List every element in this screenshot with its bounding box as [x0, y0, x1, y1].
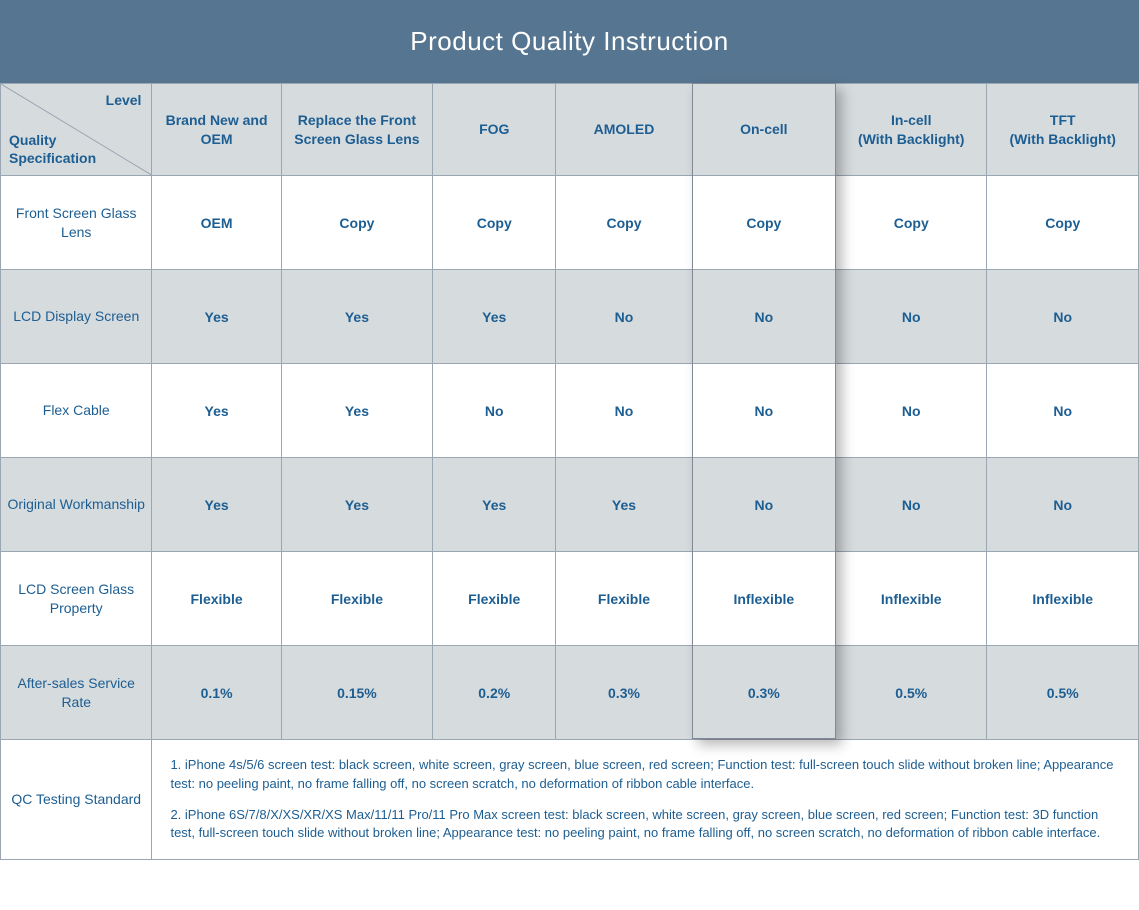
cell-value: Copy: [987, 176, 1139, 270]
cell-value: No: [692, 458, 835, 552]
row-header: LCD Screen Glass Property: [1, 552, 152, 646]
cell-value: Yes: [152, 270, 281, 364]
cell-value: Yes: [281, 270, 432, 364]
row-header: Front Screen Glass Lens: [1, 176, 152, 270]
cell-value: Flexible: [433, 552, 556, 646]
cell-value: Yes: [152, 364, 281, 458]
row-header: LCD Display Screen: [1, 270, 152, 364]
cell-value: 0.1%: [152, 646, 281, 740]
cell-value: Yes: [433, 458, 556, 552]
qc-row: QC Testing Standard1. iPhone 4s/5/6 scre…: [1, 740, 1139, 860]
table-row: Flex CableYesYesNoNoNoNoNo: [1, 364, 1139, 458]
column-header: On-cell: [692, 84, 835, 176]
cell-value: Flexible: [556, 552, 692, 646]
cell-value: Yes: [152, 458, 281, 552]
cell-value: No: [556, 270, 692, 364]
qc-text: 1. iPhone 4s/5/6 screen test: black scre…: [152, 740, 1139, 860]
cell-value: 0.3%: [692, 646, 835, 740]
cell-value: OEM: [152, 176, 281, 270]
table-row: Original WorkmanshipYesYesYesYesNoNoNo: [1, 458, 1139, 552]
column-header: TFT(With Backlight): [987, 84, 1139, 176]
corner-cell: Level QualitySpecification: [1, 84, 152, 176]
product-quality-table: Product Quality Instruction Level Qualit…: [0, 0, 1139, 860]
cell-value: Inflexible: [692, 552, 835, 646]
table-row: After-sales Service Rate0.1%0.15%0.2%0.3…: [1, 646, 1139, 740]
cell-value: 0.5%: [987, 646, 1139, 740]
cell-value: No: [692, 364, 835, 458]
cell-value: No: [836, 458, 987, 552]
cell-value: No: [836, 270, 987, 364]
cell-value: Copy: [836, 176, 987, 270]
cell-value: 0.15%: [281, 646, 432, 740]
corner-quality-label: QualitySpecification: [9, 131, 96, 167]
table-row: LCD Screen Glass PropertyFlexibleFlexibl…: [1, 552, 1139, 646]
cell-value: Copy: [556, 176, 692, 270]
cell-value: Flexible: [152, 552, 281, 646]
cell-value: No: [836, 364, 987, 458]
cell-value: 0.5%: [836, 646, 987, 740]
qc-row-header: QC Testing Standard: [1, 740, 152, 860]
table-row: Front Screen Glass LensOEMCopyCopyCopyCo…: [1, 176, 1139, 270]
table-row: LCD Display ScreenYesYesYesNoNoNoNo: [1, 270, 1139, 364]
cell-value: 0.2%: [433, 646, 556, 740]
row-header: Flex Cable: [1, 364, 152, 458]
cell-value: Inflexible: [836, 552, 987, 646]
cell-value: Yes: [281, 364, 432, 458]
row-header: Original Workmanship: [1, 458, 152, 552]
cell-value: No: [987, 364, 1139, 458]
cell-value: No: [556, 364, 692, 458]
cell-value: Yes: [281, 458, 432, 552]
cell-value: Inflexible: [987, 552, 1139, 646]
cell-value: Yes: [556, 458, 692, 552]
cell-value: No: [692, 270, 835, 364]
cell-value: Copy: [281, 176, 432, 270]
cell-value: Copy: [692, 176, 835, 270]
corner-level-label: Level: [106, 92, 142, 108]
cell-value: No: [987, 270, 1139, 364]
header-row: Level QualitySpecification Brand New and…: [1, 84, 1139, 176]
column-header: In-cell(With Backlight): [836, 84, 987, 176]
cell-value: 0.3%: [556, 646, 692, 740]
cell-value: Flexible: [281, 552, 432, 646]
cell-value: Copy: [433, 176, 556, 270]
row-header: After-sales Service Rate: [1, 646, 152, 740]
page-title: Product Quality Instruction: [0, 0, 1139, 83]
quality-table: Level QualitySpecification Brand New and…: [0, 83, 1139, 860]
column-header: Replace the Front Screen Glass Lens: [281, 84, 432, 176]
cell-value: Yes: [433, 270, 556, 364]
column-header: FOG: [433, 84, 556, 176]
column-header: AMOLED: [556, 84, 692, 176]
cell-value: No: [433, 364, 556, 458]
cell-value: No: [987, 458, 1139, 552]
table-wrap: Level QualitySpecification Brand New and…: [0, 83, 1139, 860]
column-header: Brand New and OEM: [152, 84, 281, 176]
